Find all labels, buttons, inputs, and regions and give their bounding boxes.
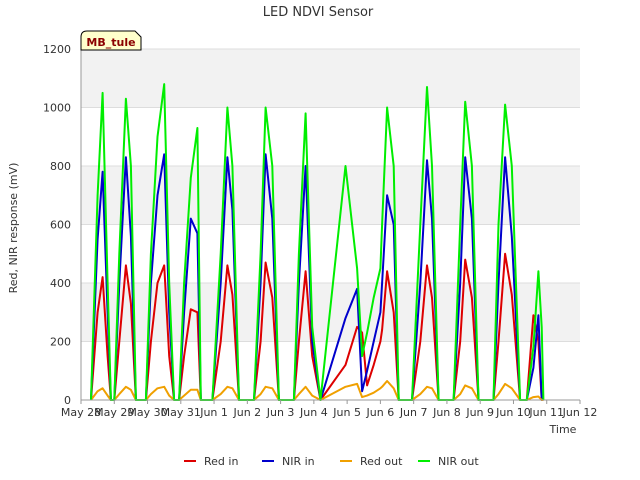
x-tick-label: Jun 3 — [266, 406, 295, 419]
x-tick-label: May 30 — [127, 406, 167, 419]
y-axis-label: Red, NIR response (mV) — [7, 163, 20, 294]
legend-label: Red out — [360, 455, 403, 468]
chart-title: LED NDVI Sensor — [263, 5, 374, 20]
legend-label: Red in — [204, 455, 238, 468]
series-line-red-out — [90, 380, 544, 401]
x-tick-label: Jun 5 — [332, 406, 361, 419]
series-layer — [90, 83, 545, 401]
y-tick-label: 800 — [50, 160, 71, 173]
x-tick-label: Jun 9 — [465, 406, 494, 419]
series-line-red-in — [90, 252, 544, 401]
y-tick-label: 400 — [50, 277, 71, 290]
x-tick-label: May 29 — [94, 406, 134, 419]
x-tick-label: Jun 7 — [399, 406, 428, 419]
x-tick-label: Jun 10 — [495, 406, 531, 419]
plot-band — [81, 341, 580, 400]
site-label-box: MB_tule — [80, 30, 142, 51]
x-tick-label: Jun 11 — [528, 406, 564, 419]
legend-label: NIR in — [282, 455, 315, 468]
y-tick-label: 600 — [50, 219, 71, 232]
axes — [80, 49, 580, 401]
x-tick-label: Jun 8 — [432, 406, 461, 419]
y-tick-label: 1200 — [43, 43, 71, 56]
y-tick-label: 1000 — [43, 102, 71, 115]
x-axis-label: Time — [549, 423, 577, 436]
x-tick-label: Jun 2 — [232, 406, 261, 419]
x-tick-label: Jun 6 — [366, 406, 395, 419]
x-tick-label: May 28 — [61, 406, 101, 419]
y-tick-label: 200 — [50, 336, 71, 349]
x-tick-label: Jun 1 — [199, 406, 228, 419]
y-tick-label: 0 — [64, 394, 71, 407]
y-tick-labels: 0 200 400 600 800 1000 1200 — [43, 43, 71, 407]
x-tick-label: May 31 — [161, 406, 201, 419]
x-tick-label: Jun 4 — [299, 406, 328, 419]
plot-band — [81, 49, 580, 108]
site-label-background — [80, 30, 142, 51]
site-label: MB_tule — [86, 36, 135, 49]
series-line-nir-out — [90, 83, 545, 401]
legend-label: NIR out — [438, 455, 479, 468]
x-tick-label: Jun 12 — [562, 406, 598, 419]
legend: Red in NIR in Red out NIR out — [184, 455, 479, 468]
